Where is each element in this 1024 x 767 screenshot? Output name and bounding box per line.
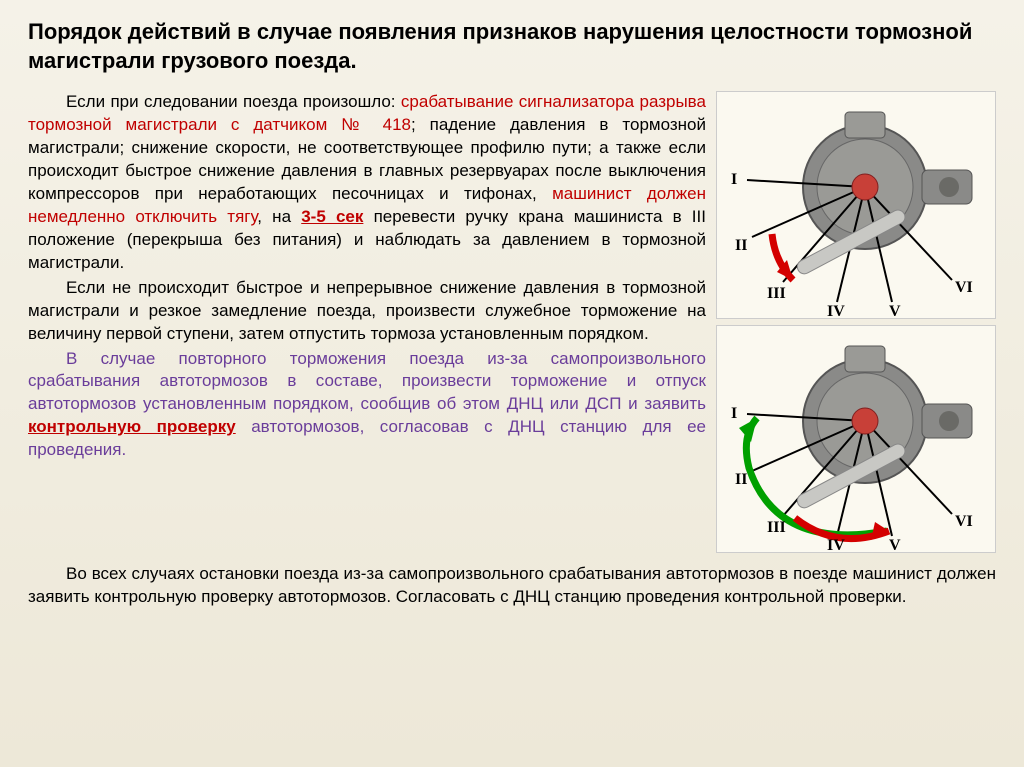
text-column: Если при следовании поезда произошло: ср…: [28, 91, 706, 553]
p1-text-c: , на: [257, 207, 301, 226]
diagram-column: I II III IV V VI: [716, 91, 996, 553]
p1-text-a: Если при следовании поезда произошло:: [66, 92, 401, 111]
svg-text:II: II: [735, 237, 747, 254]
paragraph-2: Если не происходит быстрое и непрерывное…: [28, 277, 706, 346]
footer-paragraph: Во всех случаях остановки поезда из-за с…: [28, 563, 996, 609]
paragraph-1: Если при следовании поезда произошло: ср…: [28, 91, 706, 275]
svg-text:IV: IV: [827, 537, 845, 554]
svg-text:I: I: [731, 405, 737, 422]
svg-text:IV: IV: [827, 303, 845, 320]
paragraph-3: В случае повторного торможения поезда из…: [28, 348, 706, 463]
svg-text:I: I: [731, 171, 737, 188]
p1-red-3: 3-5 сек: [301, 207, 363, 226]
p3-purple-a: В случае повторного торможения поезда из…: [28, 349, 706, 414]
content-row: Если при следовании поезда произошло: ср…: [28, 91, 996, 553]
svg-text:V: V: [889, 303, 901, 320]
crane-diagram-1: I II III IV V VI: [716, 91, 996, 319]
page-title: Порядок действий в случае появления приз…: [28, 18, 996, 75]
p3-red: контрольную проверку: [28, 417, 236, 436]
svg-text:II: II: [735, 471, 747, 488]
crane-svg-2: I II III IV V VI: [717, 326, 997, 554]
svg-text:III: III: [767, 519, 786, 536]
crane-diagram-2: I II III IV V VI: [716, 325, 996, 553]
crane-svg-1: I II III IV V VI: [717, 92, 997, 320]
svg-text:V: V: [889, 537, 901, 554]
svg-text:III: III: [767, 285, 786, 302]
svg-text:VI: VI: [955, 279, 973, 296]
svg-text:VI: VI: [955, 513, 973, 530]
